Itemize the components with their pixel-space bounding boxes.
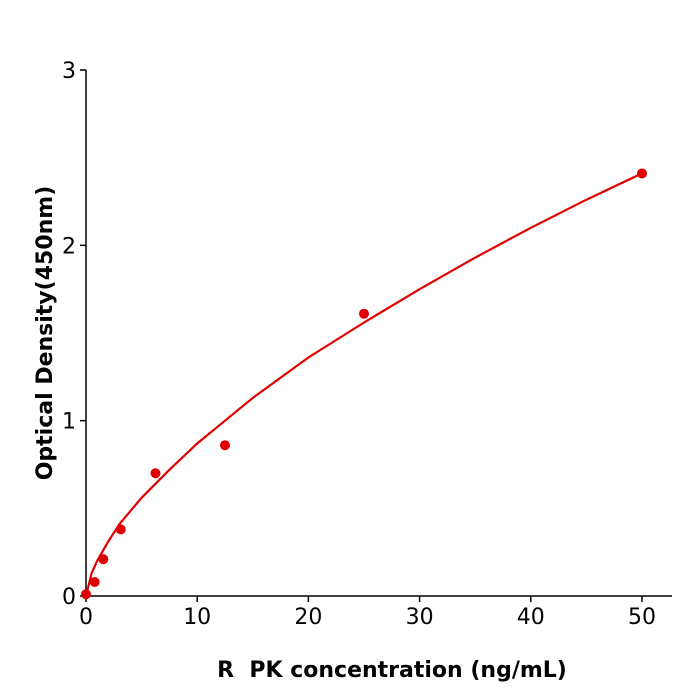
y-tick-label: 2 — [62, 234, 76, 259]
fit-curve — [84, 172, 643, 597]
y-tick-label: 3 — [62, 59, 76, 84]
data-point — [150, 468, 161, 479]
x-tick-label: 30 — [406, 605, 434, 630]
x-tick-label: 0 — [79, 605, 93, 630]
x-tick-label: 40 — [517, 605, 545, 630]
axes: 0 10 20 30 40 50 0 1 2 3 — [62, 59, 672, 630]
data-point — [358, 308, 369, 319]
x-tick-label: 20 — [294, 605, 322, 630]
y-axis-label: Optical Density(450nm) — [33, 186, 58, 481]
data-point — [636, 168, 647, 179]
data-point — [81, 589, 91, 600]
x-tick-label: 10 — [183, 605, 211, 630]
y-tick-label: 0 — [62, 585, 76, 610]
data-point — [219, 440, 230, 451]
data-points — [81, 168, 647, 600]
data-point — [98, 554, 109, 565]
x-tick-label: 50 — [628, 605, 656, 630]
y-tick-label: 1 — [62, 410, 76, 435]
data-point — [115, 524, 126, 535]
data-point — [89, 576, 100, 587]
x-axis-label: R PK concentration (ng/mL) — [217, 658, 567, 683]
